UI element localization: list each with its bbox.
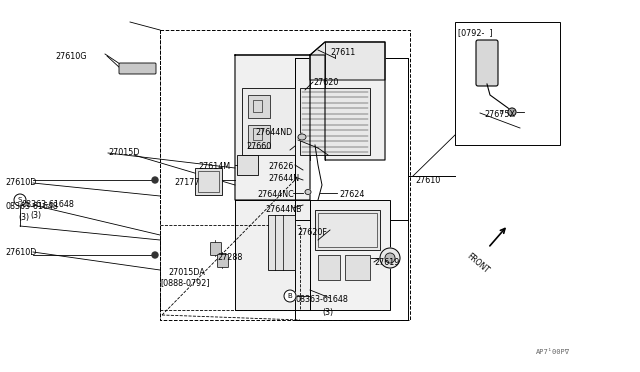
Bar bbox=[345, 255, 370, 280]
Text: 27644ND: 27644ND bbox=[255, 128, 292, 137]
Text: 08363-61648: 08363-61648 bbox=[22, 200, 75, 209]
Ellipse shape bbox=[305, 189, 311, 195]
Circle shape bbox=[152, 177, 158, 183]
Bar bbox=[295, 58, 408, 220]
Bar bbox=[310, 200, 390, 310]
Text: 27288: 27288 bbox=[217, 253, 243, 262]
Text: B: B bbox=[287, 293, 292, 299]
Bar bbox=[237, 155, 258, 175]
Bar bbox=[248, 125, 270, 148]
Text: 27624: 27624 bbox=[339, 190, 364, 199]
Text: 08363-61648: 08363-61648 bbox=[5, 202, 58, 211]
Circle shape bbox=[508, 108, 516, 116]
Ellipse shape bbox=[298, 134, 306, 140]
Text: 08363-61648: 08363-61648 bbox=[296, 295, 349, 304]
Bar bbox=[300, 88, 370, 155]
Text: [0888-0792]: [0888-0792] bbox=[160, 278, 210, 287]
Text: 27644N: 27644N bbox=[268, 174, 299, 183]
Text: 27614M: 27614M bbox=[198, 162, 230, 171]
FancyBboxPatch shape bbox=[119, 63, 156, 74]
Bar bbox=[295, 58, 408, 320]
Text: S: S bbox=[18, 197, 22, 203]
FancyBboxPatch shape bbox=[218, 254, 228, 267]
FancyBboxPatch shape bbox=[476, 40, 498, 86]
Bar bbox=[455, 22, 560, 145]
Text: 27675X: 27675X bbox=[484, 110, 515, 119]
Circle shape bbox=[152, 252, 158, 258]
Polygon shape bbox=[235, 42, 385, 80]
Text: 27626: 27626 bbox=[268, 162, 293, 171]
Circle shape bbox=[14, 194, 26, 206]
Text: 27644NB: 27644NB bbox=[265, 205, 301, 214]
Text: 27611: 27611 bbox=[330, 48, 355, 57]
Text: 27610D: 27610D bbox=[5, 178, 36, 187]
Bar bbox=[253, 100, 262, 112]
Text: 27660: 27660 bbox=[246, 142, 271, 151]
Text: 27610D: 27610D bbox=[5, 248, 36, 257]
Bar bbox=[318, 213, 377, 247]
Circle shape bbox=[380, 248, 400, 268]
Bar bbox=[248, 95, 270, 118]
Polygon shape bbox=[235, 200, 310, 310]
Bar bbox=[242, 88, 295, 155]
Bar bbox=[268, 215, 295, 270]
Bar bbox=[315, 210, 380, 250]
Text: (3): (3) bbox=[18, 213, 29, 222]
Text: FRONT: FRONT bbox=[465, 252, 491, 276]
Text: 27610: 27610 bbox=[415, 176, 440, 185]
Circle shape bbox=[385, 253, 395, 263]
Text: 27610G: 27610G bbox=[55, 52, 86, 61]
Text: (3): (3) bbox=[322, 308, 333, 317]
Text: AP7¹00P∇: AP7¹00P∇ bbox=[536, 349, 570, 355]
Text: [0792-  ]: [0792- ] bbox=[458, 28, 493, 37]
Text: (3): (3) bbox=[30, 211, 41, 220]
Text: 27619: 27619 bbox=[374, 258, 399, 267]
Text: 27620: 27620 bbox=[313, 78, 339, 87]
Text: 27620F: 27620F bbox=[297, 228, 327, 237]
Bar bbox=[160, 30, 410, 320]
Text: 27644NC: 27644NC bbox=[257, 190, 294, 199]
Bar bbox=[253, 128, 262, 140]
Bar bbox=[160, 225, 300, 310]
Text: 27015DA: 27015DA bbox=[168, 268, 205, 277]
Bar bbox=[195, 168, 222, 195]
Bar bbox=[481, 45, 493, 80]
Text: 27177: 27177 bbox=[174, 178, 200, 187]
FancyBboxPatch shape bbox=[211, 243, 221, 256]
Bar bbox=[318, 255, 340, 280]
Bar bbox=[198, 171, 219, 192]
Polygon shape bbox=[235, 42, 385, 200]
Text: B: B bbox=[499, 110, 503, 115]
Text: 27015D: 27015D bbox=[108, 148, 140, 157]
Circle shape bbox=[284, 290, 296, 302]
